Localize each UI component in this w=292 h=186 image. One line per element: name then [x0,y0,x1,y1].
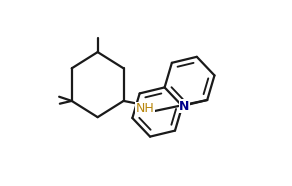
Text: NH: NH [136,102,154,115]
Text: N: N [179,100,190,113]
